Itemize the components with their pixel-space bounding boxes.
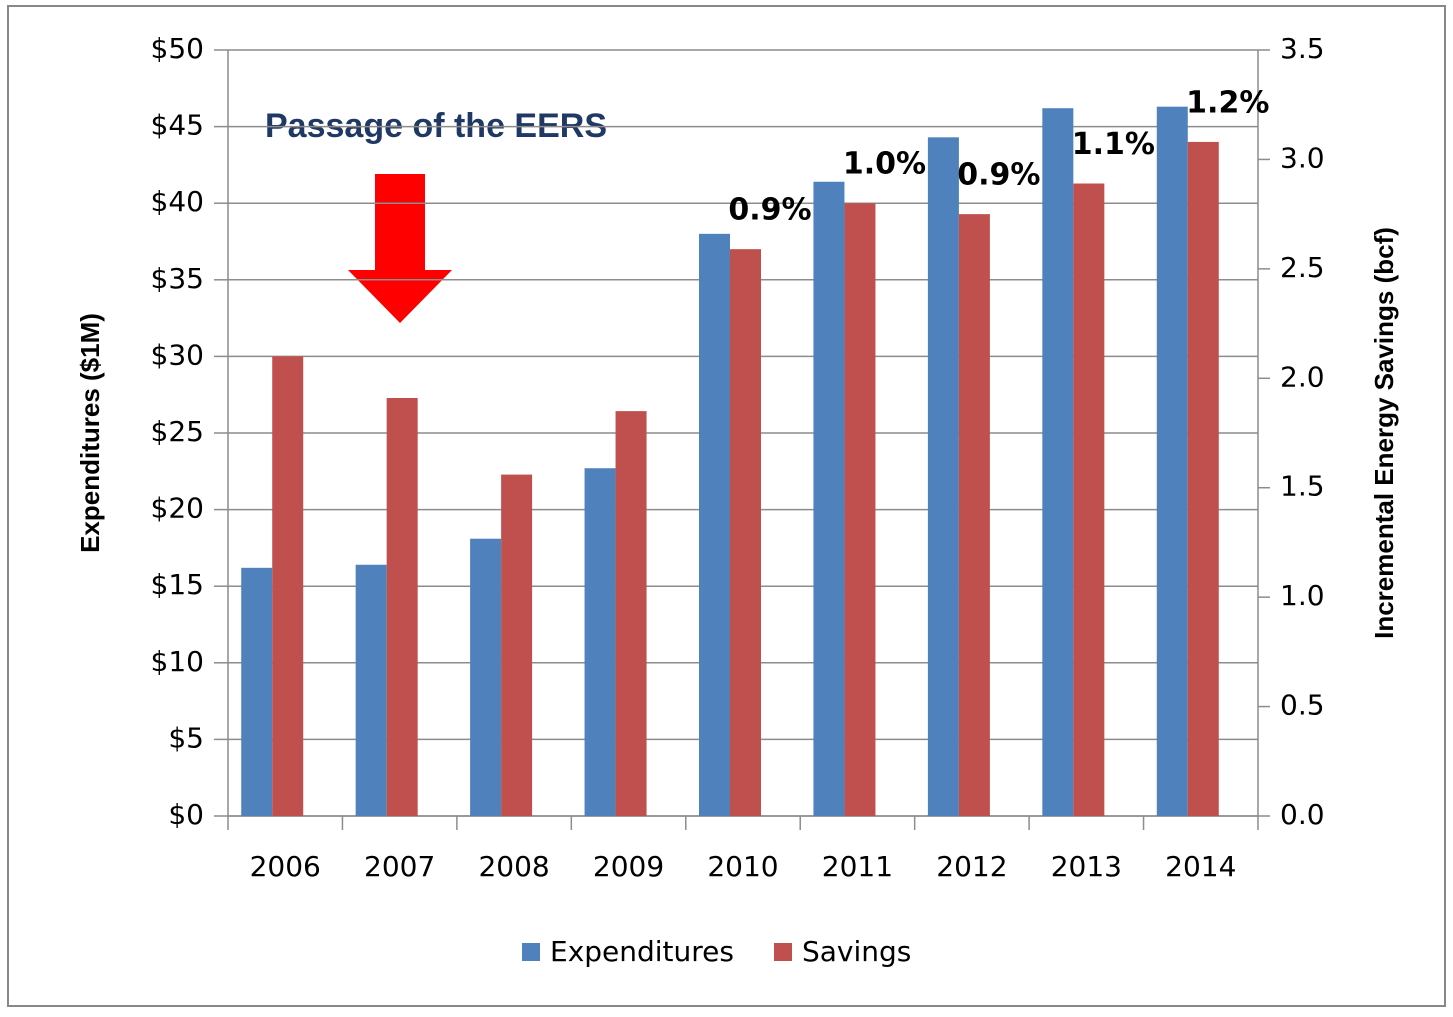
x-tick-label: 2011 [822,850,893,883]
y2-tick-label: 2.0 [1280,360,1325,393]
bar [241,567,273,816]
x-tick-label: 2006 [250,850,321,883]
bar [584,468,616,816]
bar [470,538,502,816]
bar [501,474,533,816]
y-tick-label: $0 [168,798,204,831]
bar [355,564,387,816]
legend-label: Savings [802,935,911,968]
y2-tick-label: 3.0 [1280,141,1325,174]
bar [699,233,730,817]
x-tick-label: 2010 [707,850,778,883]
annotation: 1.2% [1186,85,1269,120]
y-axis-title: Expenditures ($1M) [75,313,105,553]
legend-swatch [522,943,540,961]
annotation: 0.9% [957,158,1040,193]
annotation: 1.1% [1072,127,1155,162]
bar [927,137,959,817]
y2-tick-label: 2.5 [1280,251,1325,284]
y-tick-label: $10 [151,645,204,678]
y-tick-label: $20 [151,492,204,525]
bar [958,214,990,817]
y2-tick-label: 1.5 [1280,470,1325,503]
x-tick-label: 2007 [364,850,435,883]
bar [386,397,418,816]
y-tick-label: $15 [151,568,204,601]
bar [272,356,304,816]
x-tick-label: 2009 [593,850,664,883]
bar [1073,183,1105,816]
y-tick-label: $50 [151,32,204,65]
arrow [348,174,452,323]
bar [813,181,845,816]
y2-tick-label: 1.0 [1280,579,1325,612]
bar [1187,141,1219,817]
bar [1156,106,1188,816]
y-tick-label: $5 [168,721,204,754]
legend-swatch [774,943,792,961]
annotation: 1.0% [843,147,926,182]
y-tick-label: $25 [151,415,204,448]
bar [1042,108,1074,816]
y2-tick-label: 0.5 [1280,689,1325,722]
y-tick-label: $30 [151,338,204,371]
annotation: 0.9% [728,193,811,228]
x-tick-label: 2012 [936,850,1007,883]
legend-label: Expenditures [550,935,734,968]
y2-tick-label: 0.0 [1280,798,1325,831]
y-tick-label: $35 [151,262,204,295]
y2-tick-label: 3.5 [1280,32,1325,65]
bar [615,411,647,816]
x-tick-label: 2013 [1051,850,1122,883]
x-tick-label: 2014 [1165,850,1236,883]
y-tick-label: $45 [151,109,204,142]
x-tick-label: 2008 [478,850,549,883]
bar [844,203,876,816]
bar [730,249,761,816]
y-tick-label: $40 [151,185,204,218]
y2-axis-title: Incremental Energy Savings (bcf) [1369,227,1399,639]
